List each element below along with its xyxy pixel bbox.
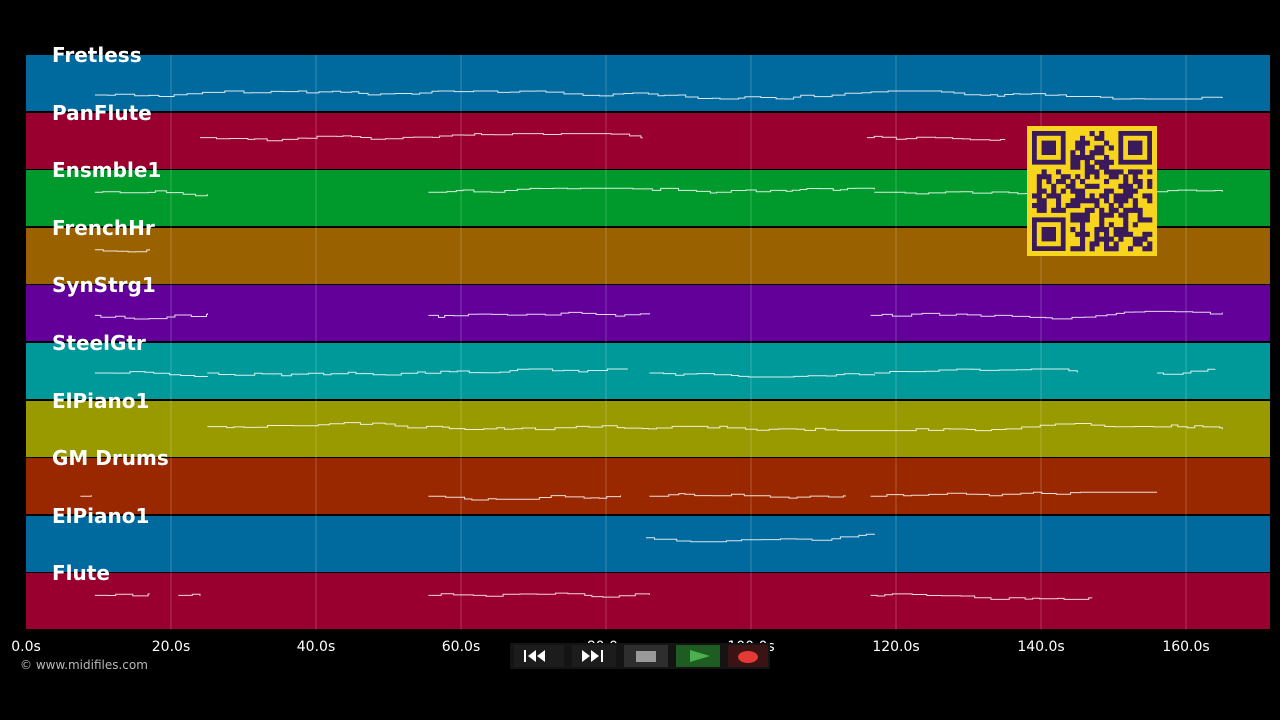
play-button[interactable] xyxy=(676,645,720,667)
track-label: SynStrg1 xyxy=(52,273,156,298)
track-label: PanFlute xyxy=(52,100,152,125)
track-label: Flute xyxy=(52,561,110,586)
piano-roll: Fretless PanFlute Ensmble1 FrenchHr SynStrg1… xyxy=(26,43,1270,630)
record-icon xyxy=(738,651,758,663)
track-label: GM Drums xyxy=(52,446,169,471)
track-lane: SteelGtr xyxy=(26,331,1270,399)
track-lane: ElPiano1 xyxy=(26,504,1270,572)
qr-code xyxy=(1027,126,1157,256)
copyright-text: © www.midifiles.com xyxy=(20,658,148,672)
rewind-button[interactable] xyxy=(514,645,564,667)
track-lane: ElPiano1 xyxy=(26,389,1270,457)
track-label: FrenchHr xyxy=(52,215,155,240)
track-lane: Flute xyxy=(26,561,1270,630)
record-button[interactable] xyxy=(728,645,768,667)
track-lane: SynStrg1 xyxy=(26,273,1270,342)
track-label: ElPiano1 xyxy=(52,388,150,413)
track-lane: GM Drums xyxy=(26,446,1270,515)
track-label: SteelGtr xyxy=(52,331,146,355)
time-tick-label: 0.0s xyxy=(11,639,41,655)
track-label: ElPiano1 xyxy=(52,503,150,528)
fast-forward-button[interactable] xyxy=(572,645,616,667)
transport-controls xyxy=(510,643,770,669)
track-label: Ensmble1 xyxy=(52,158,162,183)
stop-button[interactable] xyxy=(624,645,668,667)
time-tick-label: 20.0s xyxy=(151,639,191,655)
time-tick-label: 120.0s xyxy=(872,639,920,655)
time-tick-label: 160.0s xyxy=(1162,639,1210,655)
time-tick-label: 140.0s xyxy=(1017,639,1065,655)
fast-forward-icon xyxy=(582,650,603,662)
track-label: Fretless xyxy=(52,43,142,67)
time-tick-label: 60.0s xyxy=(441,639,481,655)
track-lane: Fretless xyxy=(26,43,1270,111)
rewind-icon xyxy=(524,650,545,662)
stop-icon xyxy=(636,651,656,662)
time-tick-label: 40.0s xyxy=(296,639,336,655)
play-icon xyxy=(690,650,710,662)
